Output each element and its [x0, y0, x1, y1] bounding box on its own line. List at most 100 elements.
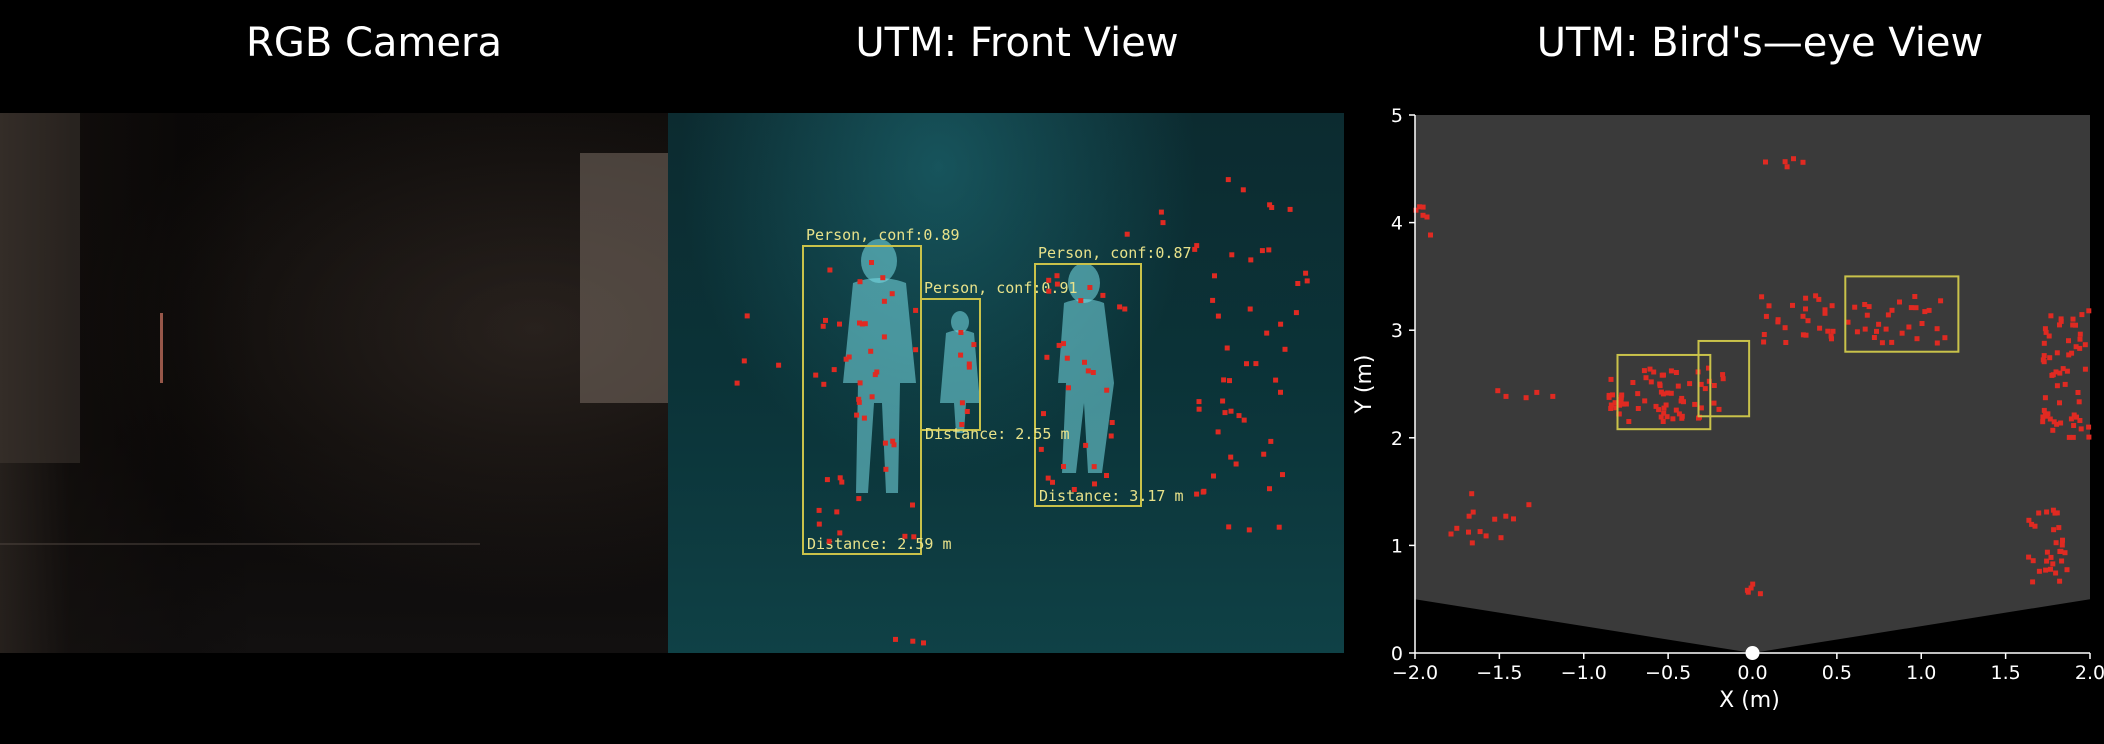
- birds-eye-point: [1908, 305, 1914, 311]
- birds-eye-point: [1805, 318, 1811, 324]
- front-lidar-point: [1082, 359, 1087, 365]
- birds-eye-point: [1424, 214, 1430, 220]
- birds-eye-point: [2043, 329, 2049, 335]
- birds-eye-point: [1862, 302, 1868, 307]
- front-lidar-point: [856, 496, 862, 502]
- detection-2-distance: Distance: 2.55 m: [925, 425, 1070, 443]
- birds-eye-point: [2040, 357, 2046, 363]
- birds-eye-point: [1608, 402, 1614, 408]
- front-lidar-point: [1233, 461, 1239, 467]
- front-lidar-point: [856, 399, 862, 405]
- detection-1-label: Person, conf:0.89: [806, 226, 960, 244]
- x-tick-label: 1.5: [1991, 662, 2021, 684]
- birds-eye-point: [1651, 369, 1657, 375]
- birds-eye-point: [1791, 156, 1796, 162]
- front-lidar-point: [1046, 277, 1052, 283]
- birds-eye-point: [2032, 523, 2038, 529]
- birds-eye-point: [1469, 491, 1475, 497]
- front-lidar-point: [827, 267, 833, 273]
- birds-eye-point: [2042, 326, 2048, 332]
- birds-eye-points: [1413, 156, 2092, 597]
- front-lidar-point: [1282, 346, 1288, 352]
- person-silhouettes: [843, 239, 1114, 493]
- birds-eye-point: [1720, 372, 1726, 378]
- birds-eye-point: [1661, 372, 1666, 378]
- front-lidar-point: [1278, 389, 1283, 395]
- rgb-camera-frame: [0, 113, 668, 653]
- front-lidar-point: [1293, 310, 1299, 316]
- front-lidar-point: [734, 380, 740, 386]
- y-tick-label: 5: [1391, 105, 1403, 127]
- front-lidar-point: [834, 509, 840, 515]
- birds-eye-point: [1623, 401, 1629, 407]
- birds-eye-point: [2026, 517, 2032, 523]
- birds-eye-point: [1829, 303, 1835, 309]
- birds-eye-point: [2053, 369, 2059, 375]
- birds-eye-point: [2047, 355, 2053, 361]
- birds-eye-axes: −2.0 −1.5 −1.0 −0.5 0.0 0.5 1.0 1.5 2.0 0 1 2 3 4 5: [1391, 105, 2104, 684]
- front-lidar-point: [741, 358, 747, 364]
- front-lidar-point: [1194, 491, 1200, 497]
- front-lidar-point: [1054, 281, 1060, 287]
- birds-eye-point: [1503, 393, 1509, 399]
- birds-eye-point: [1653, 403, 1659, 409]
- front-lidar-point: [1078, 298, 1084, 304]
- birds-eye-point: [1675, 383, 1681, 389]
- birds-eye-point: [1658, 414, 1664, 420]
- birds-eye-point: [1618, 394, 1624, 400]
- birds-eye-point: [1800, 159, 1806, 165]
- birds-eye-point: [2051, 419, 2057, 425]
- birds-eye-point: [1658, 389, 1664, 395]
- x-tick-label: −1.5: [1476, 662, 1522, 684]
- birds-eye-point: [2036, 568, 2042, 574]
- rgb-light-strip: [160, 313, 163, 383]
- birds-eye-point: [1413, 207, 1419, 213]
- birds-eye-point: [1889, 339, 1895, 345]
- birds-eye-point: [2058, 316, 2064, 322]
- birds-eye-point: [1448, 531, 1454, 537]
- birds-eye-point: [1879, 340, 1885, 346]
- birds-eye-point: [1706, 378, 1712, 384]
- detection-boxes: [802, 245, 1142, 555]
- birds-eye-point: [2078, 426, 2084, 432]
- birds-eye-point: [2057, 370, 2063, 376]
- birds-eye-point: [1687, 381, 1693, 387]
- front-lidar-point: [1248, 257, 1254, 263]
- birds-eye-point: [1420, 204, 1426, 210]
- front-lidar-point: [1083, 442, 1089, 448]
- birds-eye-point: [2066, 434, 2072, 440]
- birds-eye-point: [1720, 376, 1726, 382]
- birds-eye-point: [1942, 335, 1948, 341]
- front-lidar-point: [1090, 370, 1096, 375]
- birds-eye-point: [2044, 558, 2050, 564]
- front-lidar-point: [1304, 278, 1310, 284]
- birds-eye-point: [1698, 405, 1704, 411]
- front-lidar-point: [1108, 433, 1114, 439]
- front-lidar-point: [816, 521, 822, 527]
- birds-eye-point: [2074, 414, 2079, 420]
- person-1-head: [861, 239, 897, 283]
- rgb-wall-left: [0, 113, 80, 463]
- front-lidar-point: [890, 438, 896, 444]
- plot-background: [1415, 115, 2090, 653]
- birds-eye-point: [2046, 333, 2052, 339]
- birds-eye-point: [1679, 395, 1685, 401]
- birds-eye-point: [2050, 507, 2056, 513]
- birds-eye-point: [1854, 329, 1860, 335]
- front-lidar-point: [813, 372, 819, 378]
- front-lidar-point: [1264, 330, 1270, 336]
- birds-eye-point: [1617, 400, 1623, 406]
- birds-eye-point: [2057, 322, 2062, 328]
- birds-eye-point: [1897, 299, 1902, 305]
- front-lidar-point: [959, 422, 965, 427]
- birds-eye-point: [2086, 434, 2092, 440]
- front-lidar-point: [1056, 342, 1062, 348]
- front-lidar-point: [1215, 429, 1221, 435]
- front-lidar-point: [824, 477, 830, 483]
- birds-eye-point: [2079, 312, 2085, 318]
- birds-eye-point: [1635, 406, 1641, 411]
- person-2-body: [940, 330, 980, 433]
- birds-eye-point: [1934, 326, 1940, 332]
- front-lidar-point: [869, 394, 875, 400]
- x-tick-label: 2.0: [2075, 662, 2104, 684]
